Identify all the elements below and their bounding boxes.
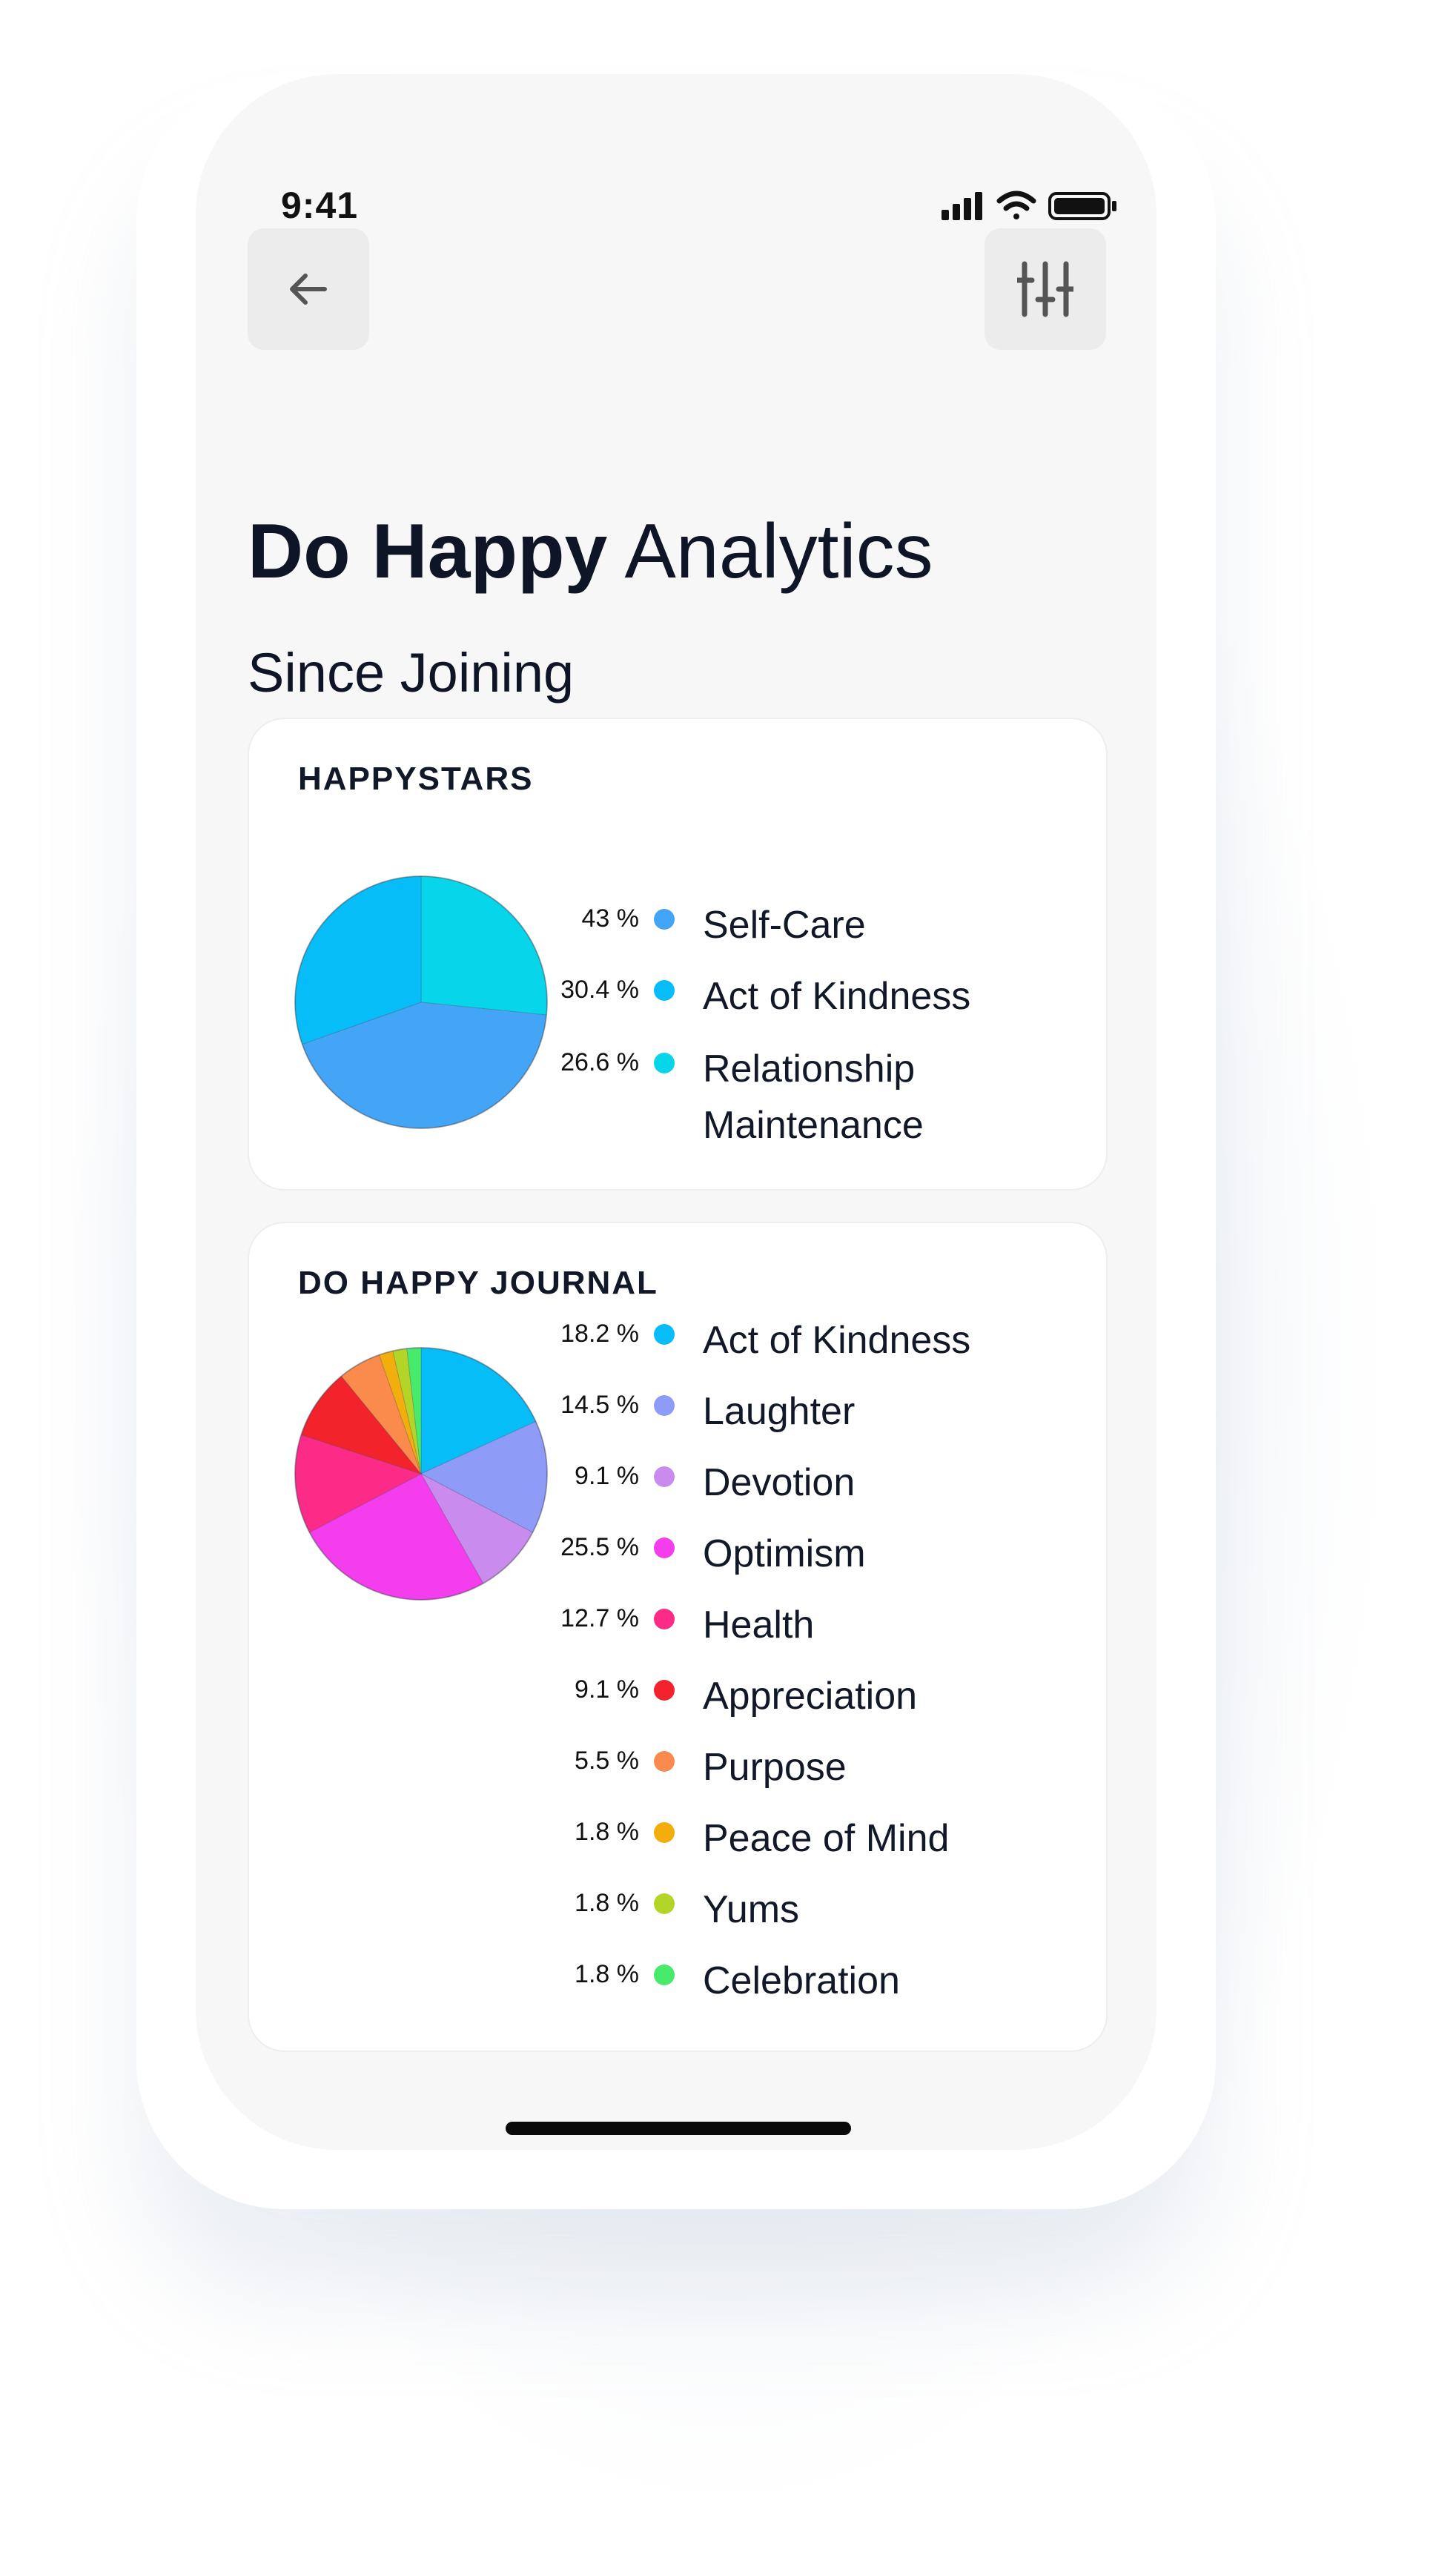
happystars-pie-chart	[294, 876, 548, 1129]
page-title-light: Analytics	[624, 509, 933, 595]
legend-color-dot	[654, 1822, 675, 1843]
pie-outline	[294, 876, 548, 1129]
legend-label: Act of Kindness	[703, 1319, 971, 1362]
legend-label: Appreciation	[703, 1675, 918, 1718]
legend-color-dot	[654, 1893, 675, 1914]
legend-item: 26.6 % Relationship Maintenance	[249, 1041, 1106, 1147]
legend-label: Optimism	[703, 1532, 866, 1575]
pie-slice-purpose	[340, 1354, 422, 1475]
phone-screen: 9:41	[196, 74, 1156, 2150]
legend-item: 30.4 % Act of Kindness	[249, 968, 1106, 1018]
pie-slice-yums	[392, 1348, 422, 1475]
page-title: Do Happy Analytics	[248, 508, 933, 596]
legend-percent: 5.5 %	[575, 1747, 639, 1775]
pie-slice-appreciation	[300, 1375, 423, 1475]
legend-item: 1.8 % Celebration	[249, 1953, 1106, 2002]
card-title: HAPPYSTARS	[298, 761, 534, 797]
legend-color-dot	[654, 1324, 675, 1345]
pie-slice-celebration	[406, 1347, 422, 1475]
legend-label: Act of Kindness	[703, 975, 971, 1018]
pie-slice-self-care	[302, 1002, 547, 1129]
legend-color-dot	[654, 1680, 675, 1701]
legend-item: 43 % Self-Care	[249, 897, 1106, 947]
legend-percent: 26.6 %	[560, 1048, 639, 1076]
legend-percent: 1.8 %	[575, 1889, 639, 1917]
pie-slice-optimism	[308, 1473, 484, 1601]
legend-percent: 12.7 %	[560, 1604, 639, 1632]
legend-label: Purpose	[703, 1746, 847, 1789]
pie-slice-act-of-kindness	[294, 876, 422, 1045]
sliders-icon	[1017, 261, 1073, 317]
legend-percent: 25.5 %	[560, 1533, 639, 1561]
page-subtitle: Since Joining	[248, 642, 575, 704]
legend-item: 12.7 % Health	[249, 1597, 1106, 1646]
legend-color-dot	[654, 1609, 675, 1629]
legend-color-dot	[654, 1466, 675, 1487]
legend-percent: 43 %	[581, 904, 640, 933]
status-icons	[942, 191, 1116, 220]
pie-slice-laughter	[420, 1420, 548, 1533]
pie-outline	[294, 1347, 548, 1601]
wifi-icon	[996, 191, 1036, 219]
pie-slice-health	[294, 1434, 423, 1533]
legend-label: Health	[703, 1603, 815, 1646]
arrow-left-icon	[290, 274, 327, 305]
pie-slice-act-of-kindness	[420, 1347, 537, 1475]
legend-percent: 1.8 %	[575, 1960, 639, 1988]
phone-frame: 9:41	[136, 74, 1216, 2209]
legend-item: 25.5 % Optimism	[249, 1526, 1106, 1575]
legend-color-dot	[654, 1053, 675, 1073]
legend-percent: 18.2 %	[560, 1320, 639, 1348]
legend-item: 1.8 % Yums	[249, 1881, 1106, 1931]
legend-label: Peace of Mind	[703, 1817, 950, 1860]
legend-percent: 30.4 %	[560, 976, 639, 1004]
legend-item: 9.1 % Devotion	[249, 1454, 1106, 1504]
legend-color-dot	[654, 1751, 675, 1772]
pie-slice-relationship-maintenance	[420, 876, 548, 1016]
legend-label: Relationship Maintenance	[703, 1047, 924, 1147]
filter-button[interactable]	[985, 228, 1106, 350]
legend-percent: 1.8 %	[575, 1818, 639, 1846]
legend-percent: 14.5 %	[560, 1391, 639, 1419]
cellular-signal-icon	[942, 192, 982, 220]
legend-color-dot	[654, 1538, 675, 1558]
legend-percent: 9.1 %	[575, 1462, 639, 1490]
legend-label: Devotion	[703, 1461, 856, 1504]
battery-icon	[1048, 192, 1116, 220]
journal-pie-chart	[294, 1347, 548, 1601]
page-title-bold: Do Happy	[248, 509, 608, 595]
legend-item: 18.2 % Act of Kindness	[249, 1312, 1106, 1362]
legend-color-dot	[654, 1395, 675, 1416]
back-button[interactable]	[248, 228, 369, 350]
legend-color-dot	[654, 909, 675, 930]
legend-item: 14.5 % Laughter	[249, 1383, 1106, 1433]
status-time: 9:41	[281, 185, 359, 226]
card-title: DO HAPPY JOURNAL	[298, 1265, 658, 1301]
happystars-card: HAPPYSTARS 43 % Self-Care 30.4 % Act of Kin…	[248, 718, 1108, 1191]
pie-slice-devotion	[420, 1472, 534, 1584]
legend-item: 9.1 % Appreciation	[249, 1668, 1106, 1718]
legend-label: Yums	[703, 1888, 800, 1931]
pie-slice-peace-of-mind	[378, 1350, 422, 1475]
legend-item: 1.8 % Peace of Mind	[249, 1810, 1106, 1860]
legend-label: Self-Care	[703, 904, 866, 947]
journal-card: DO HAPPY JOURNAL 18.2 % Act of Kindness 14…	[248, 1222, 1108, 2052]
legend-color-dot	[654, 1965, 675, 1985]
legend-label: Laughter	[703, 1390, 856, 1433]
legend-color-dot	[654, 980, 675, 1001]
legend-item: 5.5 % Purpose	[249, 1739, 1106, 1789]
legend-percent: 9.1 %	[575, 1675, 639, 1704]
home-indicator[interactable]	[506, 2122, 851, 2135]
legend-label: Celebration	[703, 1959, 900, 2002]
